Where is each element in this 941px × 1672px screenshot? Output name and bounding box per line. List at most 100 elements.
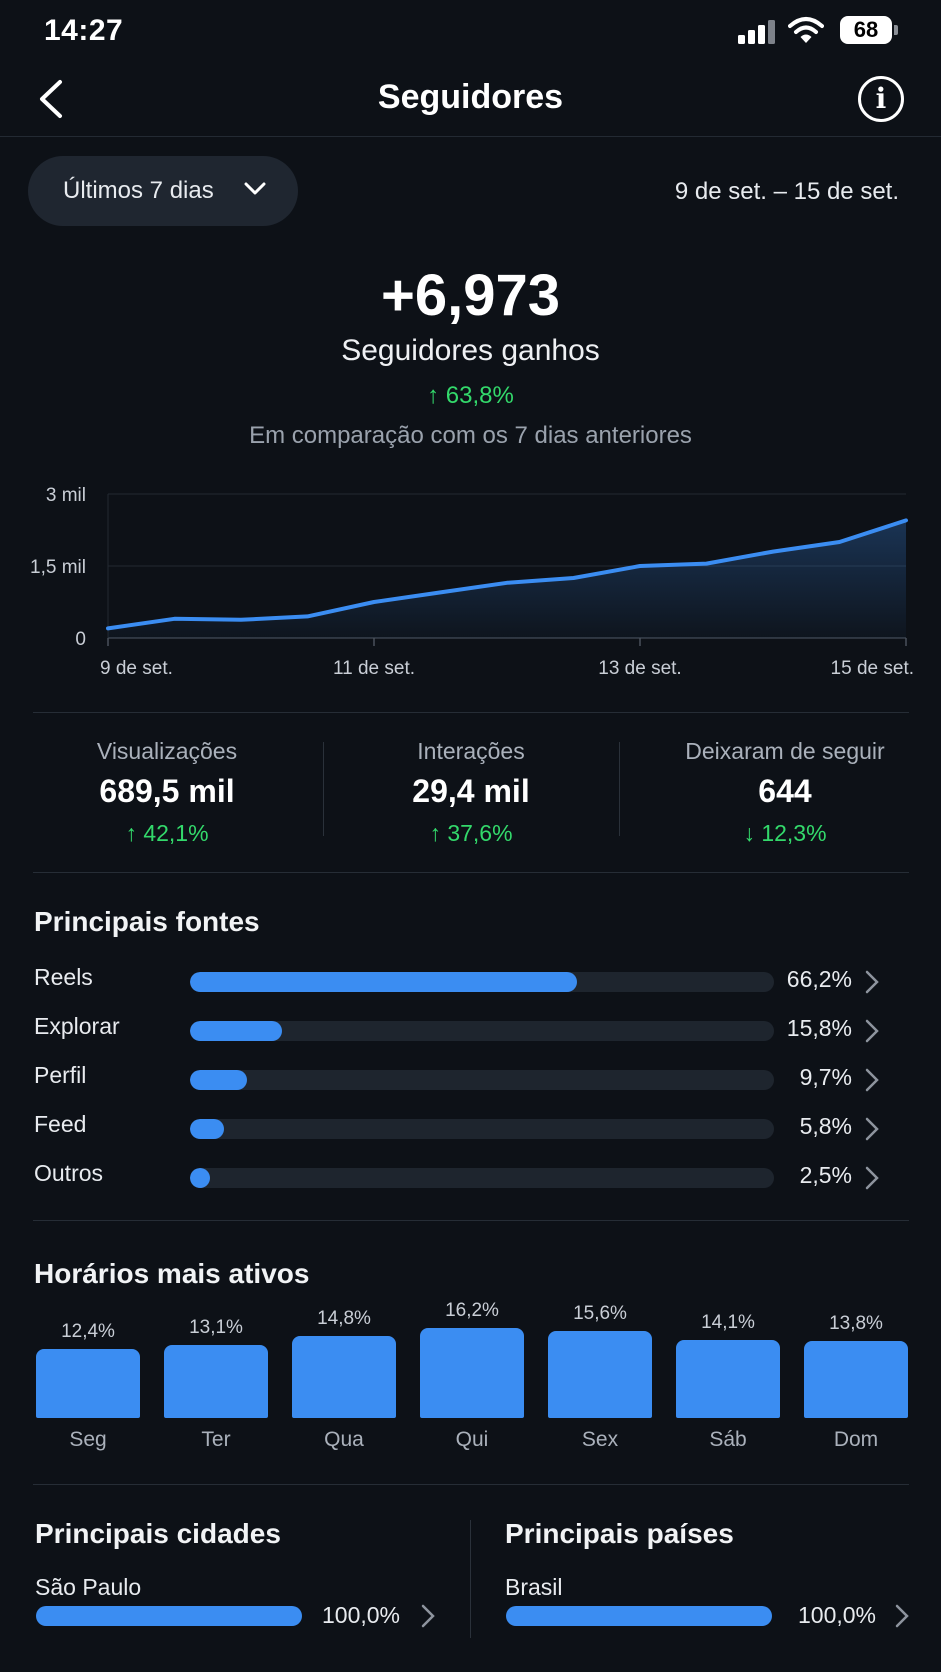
hour-column: 14,8% — [292, 1288, 396, 1418]
hour-column: 12,4% — [36, 1288, 140, 1418]
chevron-right-icon[interactable] — [420, 1604, 436, 1628]
hour-bar — [804, 1341, 908, 1418]
followers-change-value: 63,8% — [445, 382, 514, 409]
stat-views[interactable]: Visualizações 689,5 mil ↑ 42,1% — [22, 738, 312, 847]
hour-day-label: Seg — [69, 1428, 107, 1451]
hour-pct: 14,1% — [701, 1312, 755, 1333]
hour-day-label: Dom — [833, 1428, 879, 1451]
stat-change: ↑ 37,6% — [326, 820, 616, 847]
hours-chart: 12,4% 13,1% 14,8% 16,2% 15,6% 14,1% 13,8% — [36, 1288, 908, 1418]
source-row[interactable]: Explorar 15,8% — [34, 1011, 914, 1051]
divider — [619, 742, 620, 836]
source-bar — [190, 972, 577, 992]
source-pct: 15,8% — [786, 1015, 852, 1041]
chevron-right-icon — [865, 970, 879, 994]
arrow-up-icon: ↑ — [125, 820, 137, 846]
source-name: Perfil — [34, 1062, 87, 1088]
followers-chart: 3 mil 1,5 mil 0 9 de set. 11 de set. 13 de se… — [30, 485, 914, 679]
back-button[interactable] — [34, 76, 74, 122]
source-bar — [190, 1119, 224, 1139]
country-pct: 100,0% — [798, 1602, 877, 1628]
stat-change: ↑ 42,1% — [22, 820, 312, 847]
stat-label: Interações — [417, 738, 525, 764]
divider — [323, 742, 324, 836]
info-button[interactable]: i — [858, 76, 904, 122]
divider — [33, 712, 909, 713]
hour-pct: 13,8% — [829, 1313, 883, 1334]
hour-column: 15,6% — [548, 1288, 652, 1418]
header-divider — [0, 136, 941, 137]
followers-gained-value: +6,973 — [380, 263, 560, 328]
x-tick-label: 9 de set. — [100, 658, 173, 679]
stat-interactions[interactable]: Interações 29,4 mil ↑ 37,6% — [326, 738, 616, 847]
hour-pct: 12,4% — [61, 1321, 115, 1342]
hour-pct: 16,2% — [445, 1300, 499, 1321]
page-title: Seguidores — [377, 78, 564, 116]
y-tick-label: 0 — [75, 629, 86, 650]
y-tick-label: 1,5 mil — [30, 557, 86, 578]
source-bar-track — [190, 972, 774, 992]
source-name: Explorar — [34, 1013, 120, 1039]
hour-pct: 14,8% — [317, 1308, 371, 1329]
source-bar-track — [190, 1168, 774, 1188]
source-bar — [190, 1168, 210, 1188]
hour-bar — [420, 1328, 524, 1418]
country-name: Brasil — [505, 1574, 563, 1600]
comparison-note: Em comparação com os 7 dias anteriores — [249, 422, 692, 449]
chevron-right-icon — [865, 1068, 879, 1092]
wifi-icon — [788, 17, 824, 43]
chevron-right-icon[interactable] — [894, 1604, 910, 1628]
stat-value: 644 — [758, 773, 812, 809]
hour-day-label: Qua — [324, 1428, 364, 1451]
stat-label: Deixaram de seguir — [685, 738, 885, 764]
period-dropdown[interactable]: Últimos 7 dias — [28, 156, 298, 226]
hour-pct: 13,1% — [189, 1317, 243, 1338]
arrow-down-icon: ↓ — [743, 820, 755, 846]
info-icon: i — [875, 82, 887, 115]
divider — [33, 1220, 909, 1221]
stat-unfollows[interactable]: Deixaram de seguir 644 ↓ 12,3% — [640, 738, 930, 847]
stat-value: 29,4 mil — [412, 773, 530, 809]
stat-value: 689,5 mil — [99, 773, 235, 809]
hour-bar — [676, 1340, 780, 1418]
sources-title: Principais fontes — [34, 906, 260, 937]
followers-gained-label: Seguidores ganhos — [341, 334, 600, 367]
source-name: Outros — [34, 1160, 104, 1186]
source-row[interactable]: Reels 66,2% — [34, 962, 914, 1002]
hour-column: 16,2% — [420, 1288, 524, 1418]
source-bar — [190, 1070, 247, 1090]
hour-bar — [164, 1345, 268, 1418]
followers-area — [108, 520, 906, 638]
hour-day-label: Sáb — [709, 1428, 747, 1451]
cellular-signal-icon — [738, 20, 778, 44]
period-label: Últimos 7 dias — [63, 177, 214, 204]
arrow-up-icon: ↑ — [429, 820, 441, 846]
followers-line — [106, 518, 908, 631]
hour-column: 13,8% — [804, 1288, 908, 1418]
date-range: 9 de set. – 15 de set. — [674, 178, 899, 205]
source-row[interactable]: Feed 5,8% — [34, 1109, 914, 1149]
hours-title: Horários mais ativos — [34, 1258, 310, 1289]
hour-column: 14,1% — [676, 1288, 780, 1418]
source-pct: 66,2% — [786, 966, 852, 992]
status-time: 14:27 — [44, 14, 124, 47]
hour-pct: 15,6% — [573, 1303, 627, 1324]
hour-bar — [548, 1331, 652, 1418]
arrow-up-icon: ↑ — [427, 382, 440, 409]
city-pct: 100,0% — [322, 1602, 401, 1628]
source-row[interactable]: Perfil 9,7% — [34, 1060, 914, 1100]
source-bar — [190, 1021, 283, 1041]
source-pct: 9,7% — [799, 1064, 852, 1090]
x-tick-label: 11 de set. — [333, 658, 415, 679]
y-tick-label: 3 mil — [46, 485, 86, 506]
source-name: Reels — [34, 964, 93, 990]
countries-title: Principais países — [505, 1518, 734, 1549]
chevron-right-icon — [865, 1019, 879, 1043]
chevron-right-icon — [865, 1166, 879, 1190]
source-row[interactable]: Outros 2,5% — [34, 1158, 914, 1198]
country-bar — [506, 1606, 772, 1626]
source-bar-track — [190, 1021, 774, 1041]
battery-icon: 68 — [840, 16, 898, 44]
hour-bar — [36, 1349, 140, 1418]
hour-bar — [292, 1336, 396, 1418]
